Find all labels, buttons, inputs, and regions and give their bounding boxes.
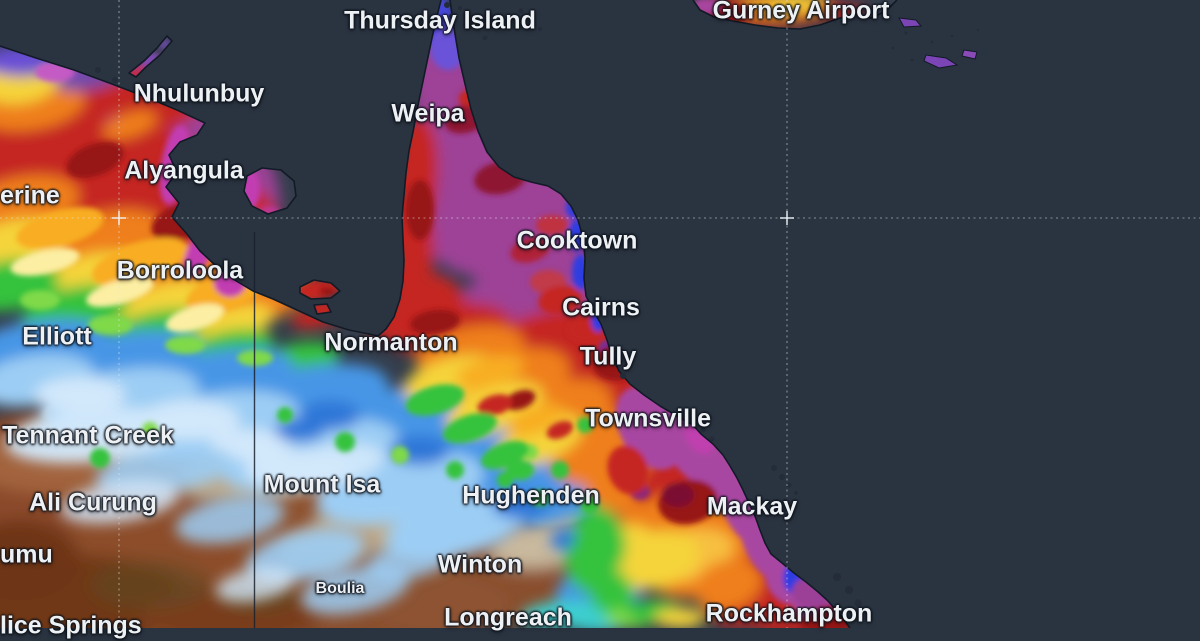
- weather-map-canvas[interactable]: [0, 0, 1200, 628]
- graticule-lines: [0, 0, 1200, 628]
- offshore-islands: [95, 2, 980, 607]
- graticule-crosshairs: [112, 211, 794, 225]
